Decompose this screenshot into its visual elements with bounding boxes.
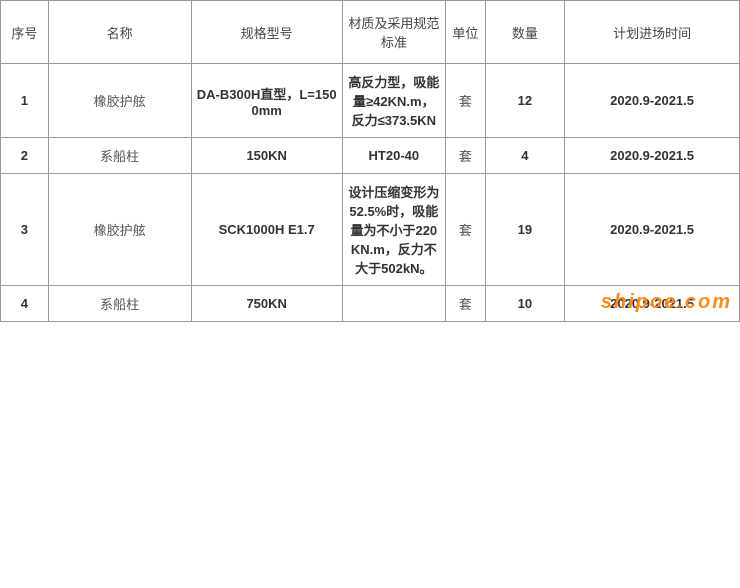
- col-header-time: 计划进场时间: [565, 1, 740, 64]
- cell-spec: 150KN: [191, 138, 342, 174]
- cell-spec: 750KN: [191, 286, 342, 322]
- col-header-spec: 规格型号: [191, 1, 342, 64]
- table-row: 1橡胶护舷DA-B300H直型，L=1500mm高反力型，吸能量≥42KN.m，…: [1, 64, 740, 138]
- materials-table: 序号 名称 规格型号 材质及采用规范标准 单位 数量 计划进场时间 1橡胶护舷D…: [0, 0, 740, 322]
- cell-seq: 1: [1, 64, 49, 138]
- col-header-unit: 单位: [445, 1, 485, 64]
- cell-spec: DA-B300H直型，L=1500mm: [191, 64, 342, 138]
- cell-qty: 19: [485, 174, 564, 286]
- cell-seq: 2: [1, 138, 49, 174]
- table-row: 2系船柱150KNHT20-40套42020.9-2021.5: [1, 138, 740, 174]
- cell-qty: 10: [485, 286, 564, 322]
- cell-material: 设计压缩变形为52.5%时，吸能量为不小于220KN.m，反力不大于502kN。: [342, 174, 445, 286]
- cell-spec: SCK1000H E1.7: [191, 174, 342, 286]
- col-header-name: 名称: [48, 1, 191, 64]
- cell-qty: 12: [485, 64, 564, 138]
- cell-seq: 4: [1, 286, 49, 322]
- col-header-seq: 序号: [1, 1, 49, 64]
- cell-material: 高反力型，吸能量≥42KN.m，反力≤373.5KN: [342, 64, 445, 138]
- cell-name: 系船柱: [48, 138, 191, 174]
- col-header-material: 材质及采用规范标准: [342, 1, 445, 64]
- cell-name: 橡胶护舷: [48, 174, 191, 286]
- col-header-qty: 数量: [485, 1, 564, 64]
- cell-qty: 4: [485, 138, 564, 174]
- cell-unit: 套: [445, 138, 485, 174]
- cell-time: 2020.9-2021.5: [565, 138, 740, 174]
- cell-unit: 套: [445, 286, 485, 322]
- cell-seq: 3: [1, 174, 49, 286]
- table-row: 4系船柱750KN 套102020.9-2021.5: [1, 286, 740, 322]
- cell-material: [342, 286, 445, 322]
- table-header-row: 序号 名称 规格型号 材质及采用规范标准 单位 数量 计划进场时间: [1, 1, 740, 64]
- cell-time: 2020.9-2021.5: [565, 174, 740, 286]
- table-row: 3橡胶护舷SCK1000H E1.7设计压缩变形为52.5%时，吸能量为不小于2…: [1, 174, 740, 286]
- cell-time: 2020.9-2021.5: [565, 286, 740, 322]
- cell-time: 2020.9-2021.5: [565, 64, 740, 138]
- cell-unit: 套: [445, 64, 485, 138]
- cell-name: 系船柱: [48, 286, 191, 322]
- cell-unit: 套: [445, 174, 485, 286]
- cell-material: HT20-40: [342, 138, 445, 174]
- cell-name: 橡胶护舷: [48, 64, 191, 138]
- table-body: 1橡胶护舷DA-B300H直型，L=1500mm高反力型，吸能量≥42KN.m，…: [1, 64, 740, 322]
